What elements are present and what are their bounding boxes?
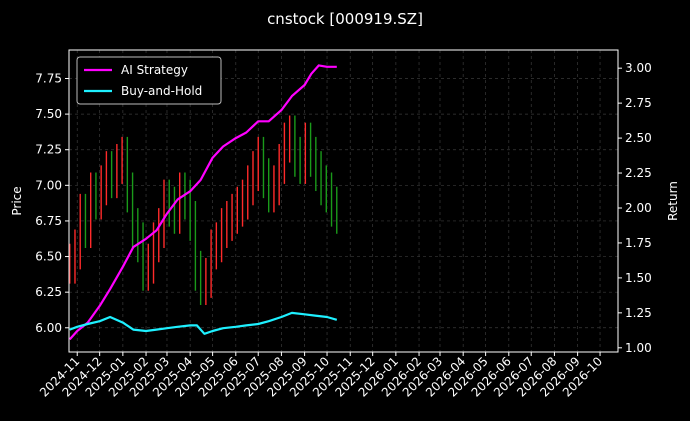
y-right-tick-label: 1.75 (625, 236, 652, 250)
y-right-tick-label: 1.50 (625, 271, 652, 285)
y-right-tick-label: 2.00 (625, 201, 652, 215)
y-right-tick-label: 3.00 (625, 61, 652, 75)
y-left-tick-label: 6.50 (35, 250, 62, 264)
chart-title: cnstock [000919.SZ] (267, 10, 423, 28)
y-right-tick-label: 2.25 (625, 166, 652, 180)
y-right-tick-label: 2.50 (625, 131, 652, 145)
y-right-tick-label: 1.25 (625, 306, 652, 320)
legend: AI Strategy Buy-and-Hold (76, 56, 222, 105)
y-left-tick-label: 7.00 (35, 178, 62, 192)
y-right-tick-label: 1.00 (625, 341, 652, 355)
y-right-axis-title: Return (666, 181, 680, 221)
legend-ai-label: AI Strategy (121, 63, 188, 77)
y-left-tick-label: 6.25 (35, 285, 62, 299)
series-line-ai-strategy (68, 64, 337, 341)
y-left-tick-label: 7.25 (35, 143, 62, 157)
y-right-axis: 1.00 1.25 1.50 1.75 2.00 2.25 2.50 2.75 3.00 (618, 61, 652, 355)
y-left-tick-label: 7.75 (35, 71, 62, 85)
price-bars (69, 115, 338, 305)
series-line-buy-and-hold (69, 311, 338, 335)
y-left-tick-label: 7.50 (35, 107, 62, 121)
plot-frame (68, 49, 619, 353)
legend-bh-label: Buy-and-Hold (121, 84, 202, 98)
y-left-axis: 6.00 6.25 6.50 6.75 7.00 7.25 7.50 7.75 (35, 71, 69, 335)
y-right-tick-label: 2.75 (625, 96, 652, 110)
legend-box (76, 56, 222, 105)
return-lines (68, 64, 338, 341)
y-left-tick-label: 6.00 (35, 321, 62, 335)
y-left-tick-label: 6.75 (35, 214, 62, 228)
y-left-axis-title: Price (10, 186, 24, 215)
